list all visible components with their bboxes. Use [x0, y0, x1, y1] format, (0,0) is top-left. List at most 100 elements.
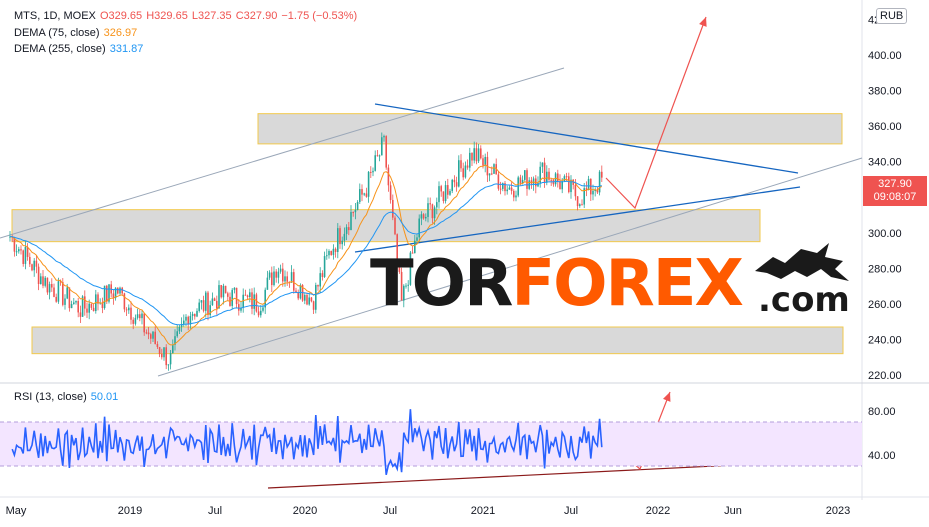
candle-body [381, 137, 383, 156]
ohlc-legend: MTS, 1D, MOEX O329.65 H329.65 L327.35 C3… [14, 10, 358, 22]
candle-body [539, 166, 541, 183]
candle-body [13, 237, 16, 252]
candle-body [145, 332, 148, 334]
candle-body [297, 292, 299, 299]
candle-body [502, 183, 504, 189]
candle-body [169, 353, 172, 365]
candle-body [112, 293, 115, 299]
candle-body [216, 300, 218, 309]
candle-body [398, 263, 401, 272]
candle-body [306, 294, 308, 305]
candle-body [317, 285, 319, 287]
candle-body [176, 331, 178, 337]
bar-countdown: 09:08:07 [873, 191, 917, 203]
candle-body [33, 260, 35, 271]
candle-body [108, 284, 110, 302]
candle-body [286, 276, 288, 282]
candle-body [55, 296, 57, 302]
candle-body [42, 276, 44, 286]
candle-body [554, 173, 557, 185]
candle-body [508, 187, 511, 190]
candle-body [264, 289, 266, 308]
rsi-line [11, 409, 603, 475]
candle-body [601, 171, 603, 178]
candle-body [64, 298, 66, 305]
candle-body [376, 155, 379, 157]
candle-body [442, 191, 445, 202]
candle-body [62, 282, 64, 305]
candle-body [255, 294, 258, 312]
candle-body [561, 181, 563, 190]
candle-body [224, 285, 227, 294]
candle-body [400, 271, 403, 301]
candle-body [310, 297, 313, 302]
dema75-line [9, 164, 603, 346]
candle-body [18, 249, 20, 252]
candle-body [458, 160, 460, 187]
candle-body [75, 301, 77, 303]
candle-body [167, 364, 170, 366]
candle-body [158, 346, 161, 354]
candle-body [447, 185, 449, 195]
symbol-label[interactable]: MTS, 1D, MOEX [14, 10, 96, 22]
candle-body [515, 195, 517, 198]
candle-body [583, 188, 585, 205]
candle-body [183, 320, 185, 324]
dema75-legend[interactable]: DEMA (75, close) 326.97 [14, 27, 137, 39]
candle-body [101, 302, 104, 309]
x-tick-label: Jun [724, 505, 742, 517]
candle-body [134, 317, 137, 324]
dema255-legend[interactable]: DEMA (255, close) 331.87 [14, 43, 143, 55]
candle-body [563, 176, 566, 182]
candle-body [396, 234, 398, 264]
candle-body [383, 136, 385, 138]
candle-body [187, 316, 189, 325]
candle-body [576, 196, 579, 207]
candle-body [343, 233, 346, 241]
candle-body [464, 165, 467, 178]
candle-body [246, 295, 249, 298]
candle-body [295, 290, 297, 293]
x-tick-label: 2020 [293, 505, 317, 517]
candle-body [392, 199, 394, 218]
candle-body [251, 292, 253, 309]
candle-body [284, 276, 286, 282]
x-tick-label: May [6, 505, 27, 517]
currency-badge[interactable]: RUB [876, 8, 908, 24]
candle-body [238, 304, 240, 311]
candle-body [220, 285, 222, 298]
candle-body [585, 188, 588, 190]
candle-body [570, 179, 572, 193]
candle-body [308, 297, 310, 305]
candle-body [198, 302, 200, 311]
low-value: L327.35 [191, 10, 232, 22]
candle-body [422, 214, 425, 219]
last-price-badge: 327.90 09:08:07 [863, 176, 927, 206]
x-tick-label: 2019 [118, 505, 142, 517]
candle-body [84, 296, 86, 309]
rsi-legend[interactable]: RSI (13, close) 50.01 [14, 391, 118, 403]
candle-body [282, 268, 284, 282]
candle-body [579, 204, 581, 207]
candle-body [332, 248, 335, 255]
candle-body [497, 174, 500, 189]
candle-body [557, 173, 559, 182]
candle-body [480, 148, 482, 159]
zone-3 [31, 326, 844, 355]
candle-body [596, 189, 599, 193]
candle-body [574, 184, 577, 197]
candle-body [420, 214, 423, 219]
candle-body [440, 186, 442, 192]
candle-body [506, 189, 508, 192]
candle-body [352, 212, 354, 214]
candle-body [88, 303, 90, 313]
x-tick-label: 2022 [646, 505, 670, 517]
candle-body [598, 171, 601, 193]
candle-body [119, 287, 121, 294]
candle-body [460, 160, 462, 169]
dema75-label: DEMA (75, close) [14, 27, 100, 39]
candle-body [114, 287, 117, 299]
candle-body [53, 287, 55, 297]
candle-body [249, 292, 251, 298]
candle-body [587, 178, 590, 190]
